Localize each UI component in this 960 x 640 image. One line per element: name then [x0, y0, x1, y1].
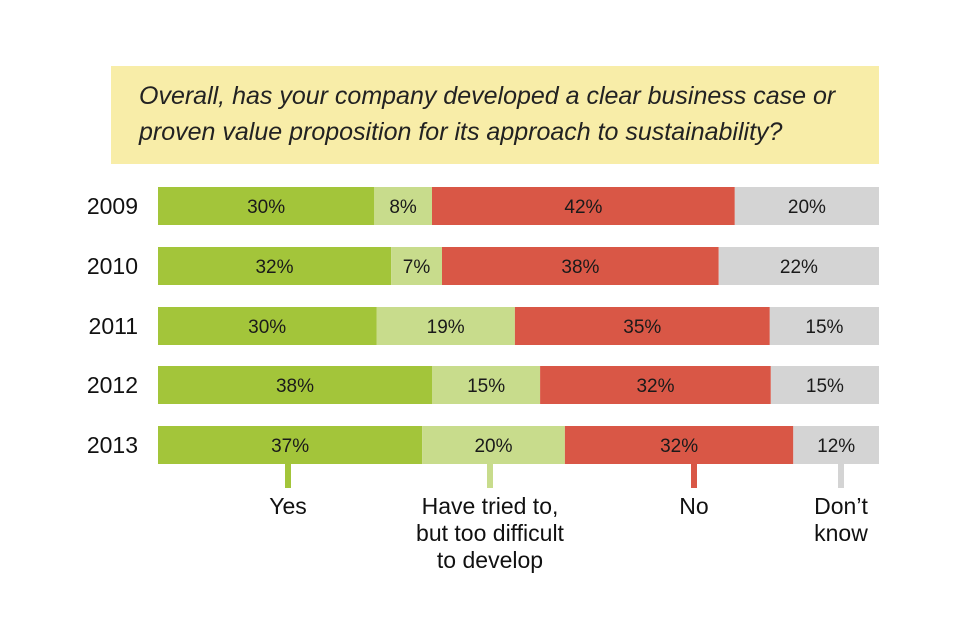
bar-segment [374, 187, 432, 225]
bar-segment [158, 187, 375, 225]
bar-segment [158, 426, 423, 464]
chart-title-line-1: Overall, has your company developed a cl… [139, 82, 836, 110]
data-label: 20% [788, 197, 826, 218]
year-label: 2013 [87, 432, 138, 458]
bar-segment [158, 366, 432, 404]
data-label: 32% [660, 436, 698, 457]
title-banner: Overall, has your company developed a cl… [111, 66, 879, 164]
year-label: 2009 [87, 193, 138, 219]
legend-label: to develop [437, 547, 543, 573]
legend-marker [838, 464, 844, 488]
data-label: 32% [255, 257, 293, 278]
chart-title: Overall, has your company developed a cl… [139, 78, 879, 150]
data-label: 35% [623, 317, 661, 338]
bar-segment [793, 426, 879, 464]
legend-label: know [814, 520, 868, 546]
bar-segment [718, 247, 879, 285]
legend-marker [285, 464, 291, 488]
bar-segment [770, 366, 879, 404]
chart-title-line-2: proven value proposition for its approac… [139, 118, 783, 146]
bar-segment [442, 247, 719, 285]
bar-segment [422, 426, 565, 464]
bar-segment [769, 307, 879, 345]
data-label: 30% [247, 197, 285, 218]
bar-segment [158, 307, 377, 345]
data-label: 37% [271, 436, 309, 457]
bar-segment [376, 307, 515, 345]
data-label: 8% [389, 197, 417, 218]
data-label: 22% [780, 257, 818, 278]
legend-marker [487, 464, 493, 488]
bar-segment [158, 247, 392, 285]
legend-label: No [679, 493, 708, 519]
data-label: 15% [806, 376, 844, 397]
data-label: 15% [467, 376, 505, 397]
bar-segment [391, 247, 443, 285]
year-label: 2012 [87, 372, 138, 398]
year-label: 2011 [89, 313, 138, 339]
data-label: 30% [248, 317, 286, 338]
bar-segment [564, 426, 794, 464]
legend-label: Have tried to, [422, 493, 559, 519]
data-label: 20% [474, 436, 512, 457]
data-label: 42% [564, 197, 602, 218]
legend-label: Don’t [814, 493, 868, 519]
legend-label: Yes [269, 493, 307, 519]
data-label: 38% [276, 376, 314, 397]
bar-segment [734, 187, 879, 225]
data-label: 38% [561, 257, 599, 278]
legend-marker [691, 464, 697, 488]
data-label: 12% [817, 436, 855, 457]
data-label: 19% [427, 317, 465, 338]
data-label: 7% [403, 257, 431, 278]
legend-label: but too difficult [416, 520, 565, 546]
data-label: 15% [805, 317, 843, 338]
year-label: 2010 [87, 253, 138, 279]
bar-segment [432, 187, 735, 225]
bar-segment [514, 307, 770, 345]
bar-segment [432, 366, 541, 404]
data-label: 32% [636, 376, 674, 397]
bar-segment [540, 366, 771, 404]
